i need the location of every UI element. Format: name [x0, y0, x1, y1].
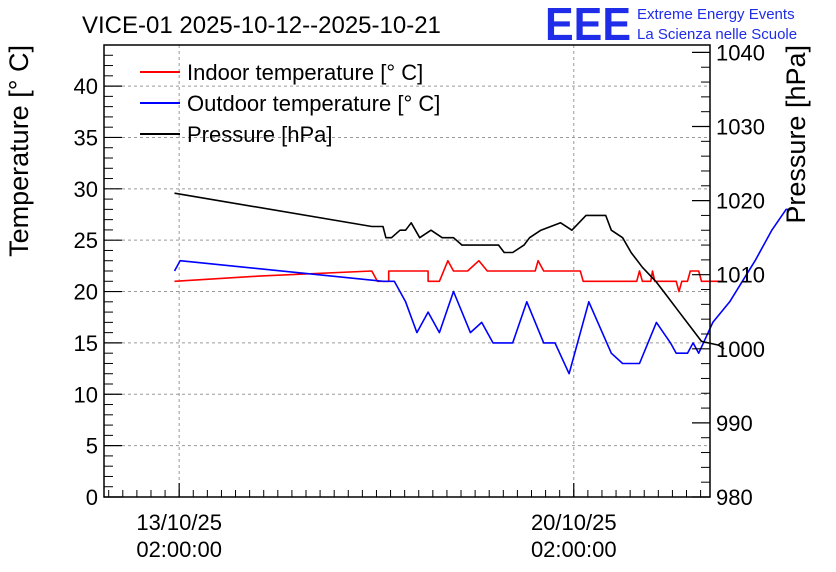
legend: Indoor temperature [° C] Outdoor temperat…	[140, 60, 440, 147]
y-left-tick-label: 0	[86, 485, 98, 510]
y-left-tick-label: 40	[74, 74, 98, 99]
y-right-tick-label: 980	[716, 485, 753, 510]
logo-line-2: La Scienza nelle Scuole	[637, 26, 797, 43]
y-left-tick-label: 20	[74, 280, 98, 305]
series-group	[173, 192, 792, 375]
axes: 0 5 10 15 20 25 30 35 40 980 990 1000 1010 1020 1030 10…	[74, 40, 765, 562]
legend-label: Outdoor temperature [° C]	[187, 91, 440, 116]
series-line-outdoor-temperature	[173, 208, 792, 375]
y-right-tick-label: 1030	[716, 115, 765, 140]
series-line-indoor-temperature	[174, 259, 722, 293]
legend-label: Indoor temperature [° C]	[187, 60, 423, 85]
y-right-tick-label: 1020	[716, 189, 765, 214]
grid	[104, 45, 710, 497]
y-left-tick-label: 30	[74, 177, 98, 202]
y-left-tick-label: 10	[74, 382, 98, 407]
legend-label: Pressure [hPa]	[187, 122, 333, 147]
x-tick-label-time: 02:00:00	[136, 537, 222, 562]
y-right-tick-label: 990	[716, 411, 753, 436]
y-right-tick-label: 1040	[716, 40, 765, 65]
y-left-axis-label: Temperature [° C]	[4, 45, 34, 257]
y-right-tick-label: 1000	[716, 337, 765, 362]
x-tick-label-date: 20/10/25	[531, 510, 617, 535]
x-tick-label-date: 13/10/25	[136, 510, 222, 535]
x-tick-label-time: 02:00:00	[531, 537, 617, 562]
y-left-tick-label: 5	[86, 434, 98, 459]
logo-line-1: Extreme Energy Events	[637, 6, 795, 23]
chart-title: VICE-01 2025-10-12--2025-10-21	[82, 12, 441, 39]
eee-logo: EEE Extreme Energy Events La Scienza nel…	[545, 0, 797, 50]
series-line-pressure	[174, 192, 725, 350]
y-right-tick-label: 1010	[716, 263, 765, 288]
logo-eee-text: EEE	[545, 0, 631, 50]
y-left-tick-label: 35	[74, 125, 98, 150]
y-left-tick-label: 25	[74, 228, 98, 253]
y-right-axis-label: Pressure [hPa]	[781, 45, 811, 224]
y-left-tick-label: 15	[74, 331, 98, 356]
